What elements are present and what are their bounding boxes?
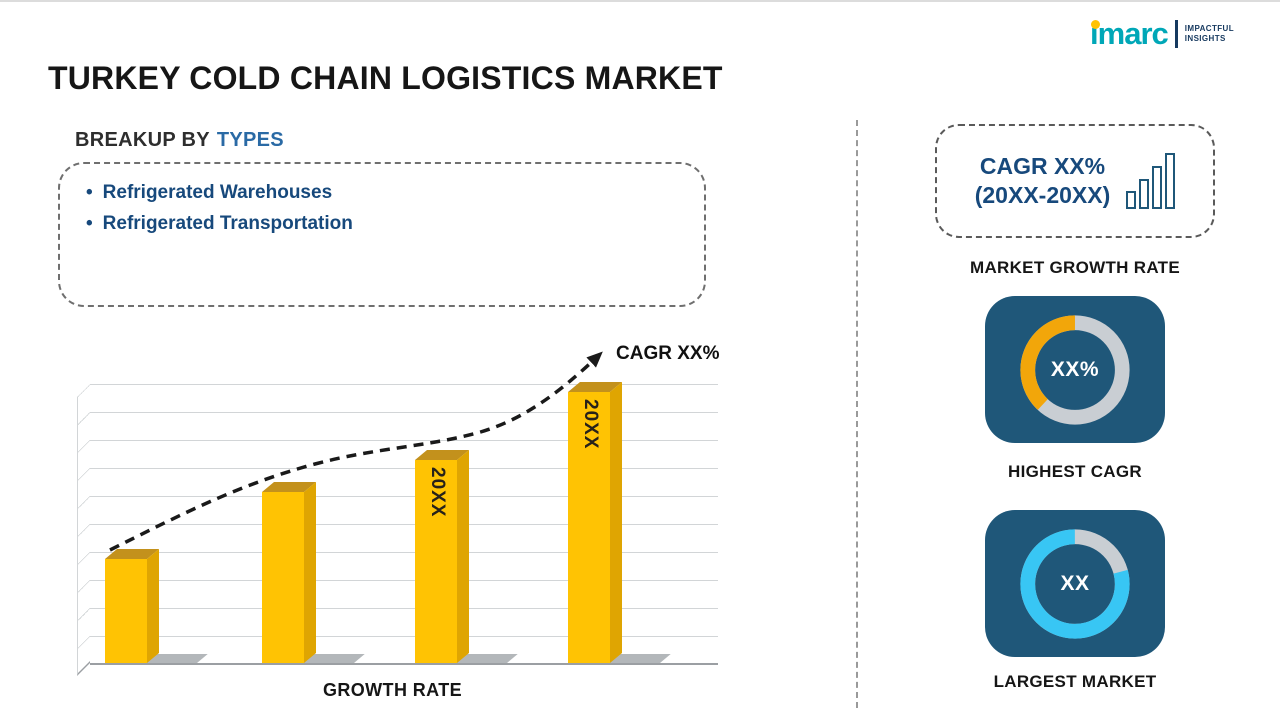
list-item: Refrigerated Warehouses bbox=[86, 177, 678, 208]
bar-label: 20XX bbox=[427, 467, 448, 518]
breakup-box: Refrigerated Warehouses Refrigerated Tra… bbox=[58, 162, 706, 307]
highest-cagr-value: XX% bbox=[1050, 357, 1100, 381]
page-title: TURKEY COLD CHAIN LOGISTICS MARKET bbox=[48, 60, 723, 96]
largest-market-value: XX bbox=[1060, 571, 1090, 595]
growth-rate-bar-chart: 20XX 20XX GROWTH RATE bbox=[65, 332, 720, 700]
list-item: Refrigerated Transportation bbox=[86, 208, 678, 239]
cagr-line-1: CAGR XX% bbox=[979, 153, 1106, 179]
imarc-wordmark: imarc bbox=[1090, 16, 1169, 51]
highest-cagr-label: HIGHEST CAGR bbox=[1008, 462, 1142, 481]
bar-chart-icon bbox=[1126, 153, 1176, 209]
logo-divider bbox=[1174, 19, 1178, 48]
bar-label: 20XX bbox=[580, 399, 601, 450]
largest-market-card: XX bbox=[985, 510, 1165, 657]
bar-1 bbox=[105, 549, 208, 663]
largest-market-label: LARGEST MARKET bbox=[993, 672, 1157, 691]
tagline-line-2: INSIGHTS bbox=[1184, 33, 1226, 43]
imarc-logo: imarc IMPACTFUL INSIGHTS bbox=[1090, 18, 1234, 49]
trend-annotation: CAGR XX% bbox=[616, 343, 720, 364]
breakup-heading: BREAKUP BY TYPES bbox=[75, 129, 284, 152]
bar-3: 20XX bbox=[415, 450, 518, 663]
brand-text: imarc bbox=[1090, 16, 1169, 51]
x-axis-label: GROWTH RATE bbox=[322, 680, 463, 700]
donut-chart-largest-market bbox=[1020, 528, 1130, 639]
highest-cagr-card: XX% bbox=[985, 296, 1165, 443]
breakup-heading-prefix: BREAKUP BY bbox=[75, 129, 210, 151]
tagline-line-1: IMPACTFUL bbox=[1184, 23, 1234, 33]
breakup-heading-highlight: TYPES bbox=[216, 129, 284, 151]
market-growth-rate-box: CAGR XX% (20XX-20XX) bbox=[935, 124, 1215, 238]
cagr-value-text: CAGR XX% (20XX-20XX) bbox=[975, 152, 1111, 210]
bar-4: 20XX bbox=[568, 382, 671, 663]
trend-arrow bbox=[109, 351, 603, 552]
logo-yellow-dot-icon bbox=[1091, 20, 1101, 29]
market-growth-rate-label: MARKET GROWTH RATE bbox=[969, 258, 1180, 277]
section-divider bbox=[856, 120, 858, 708]
chart-plot-area: 20XX 20XX bbox=[77, 382, 718, 676]
donut-chart-highest-cagr bbox=[1020, 314, 1130, 425]
bar-2 bbox=[262, 482, 365, 663]
cagr-line-2: (20XX-20XX) bbox=[974, 182, 1111, 208]
logo-tagline: IMPACTFUL INSIGHTS bbox=[1185, 24, 1234, 44]
